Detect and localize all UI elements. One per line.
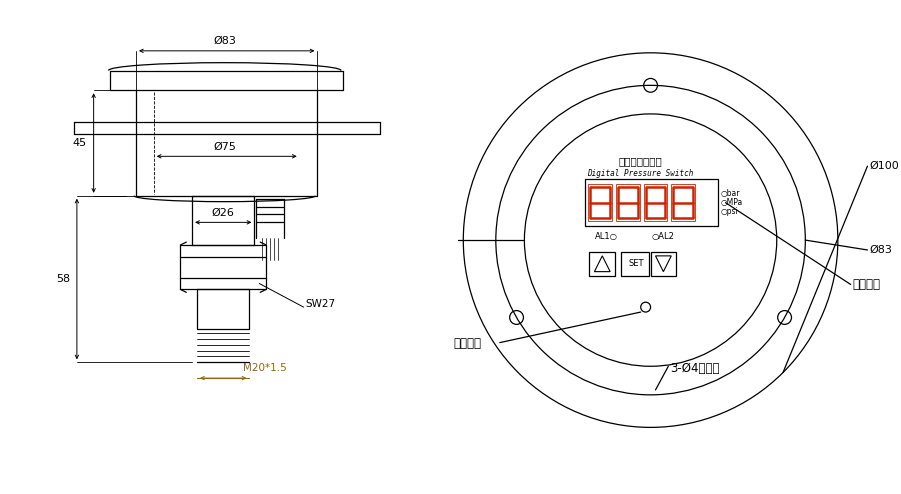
Bar (616, 184, 640, 221)
Text: Digital Pressure Switch: Digital Pressure Switch (587, 168, 694, 177)
Text: 长按清零: 长按清零 (453, 337, 481, 350)
Text: 3-Ø4安装孔: 3-Ø4安装孔 (670, 362, 720, 375)
Text: ○psi: ○psi (721, 207, 738, 216)
Text: ○AL2: ○AL2 (652, 232, 675, 241)
Text: .: . (609, 213, 611, 219)
Text: .: . (664, 213, 667, 219)
Text: ○bar: ○bar (721, 189, 740, 198)
Text: 45: 45 (73, 138, 86, 148)
Text: SW27: SW27 (305, 299, 336, 309)
Text: ○MPa: ○MPa (721, 198, 742, 207)
Bar (589, 252, 615, 276)
Bar (651, 252, 677, 276)
Text: 58: 58 (56, 274, 70, 284)
Text: .: . (637, 213, 639, 219)
Bar (643, 184, 668, 221)
Text: .: . (692, 213, 694, 219)
Text: AL1○: AL1○ (595, 232, 618, 241)
Text: Ø26: Ø26 (212, 207, 234, 217)
Bar (588, 184, 612, 221)
Text: 单位切换: 单位切换 (852, 278, 880, 291)
Bar (621, 252, 649, 276)
Text: Ø75: Ø75 (214, 141, 236, 152)
Bar (585, 179, 717, 226)
Text: Ø100: Ø100 (869, 161, 899, 171)
Text: 智能压力控制器: 智能压力控制器 (619, 156, 662, 166)
Text: Ø83: Ø83 (869, 245, 892, 255)
Text: M20*1.5: M20*1.5 (243, 363, 287, 373)
Text: SET: SET (628, 259, 643, 268)
Text: Ø83: Ø83 (214, 36, 236, 46)
Bar (671, 184, 695, 221)
